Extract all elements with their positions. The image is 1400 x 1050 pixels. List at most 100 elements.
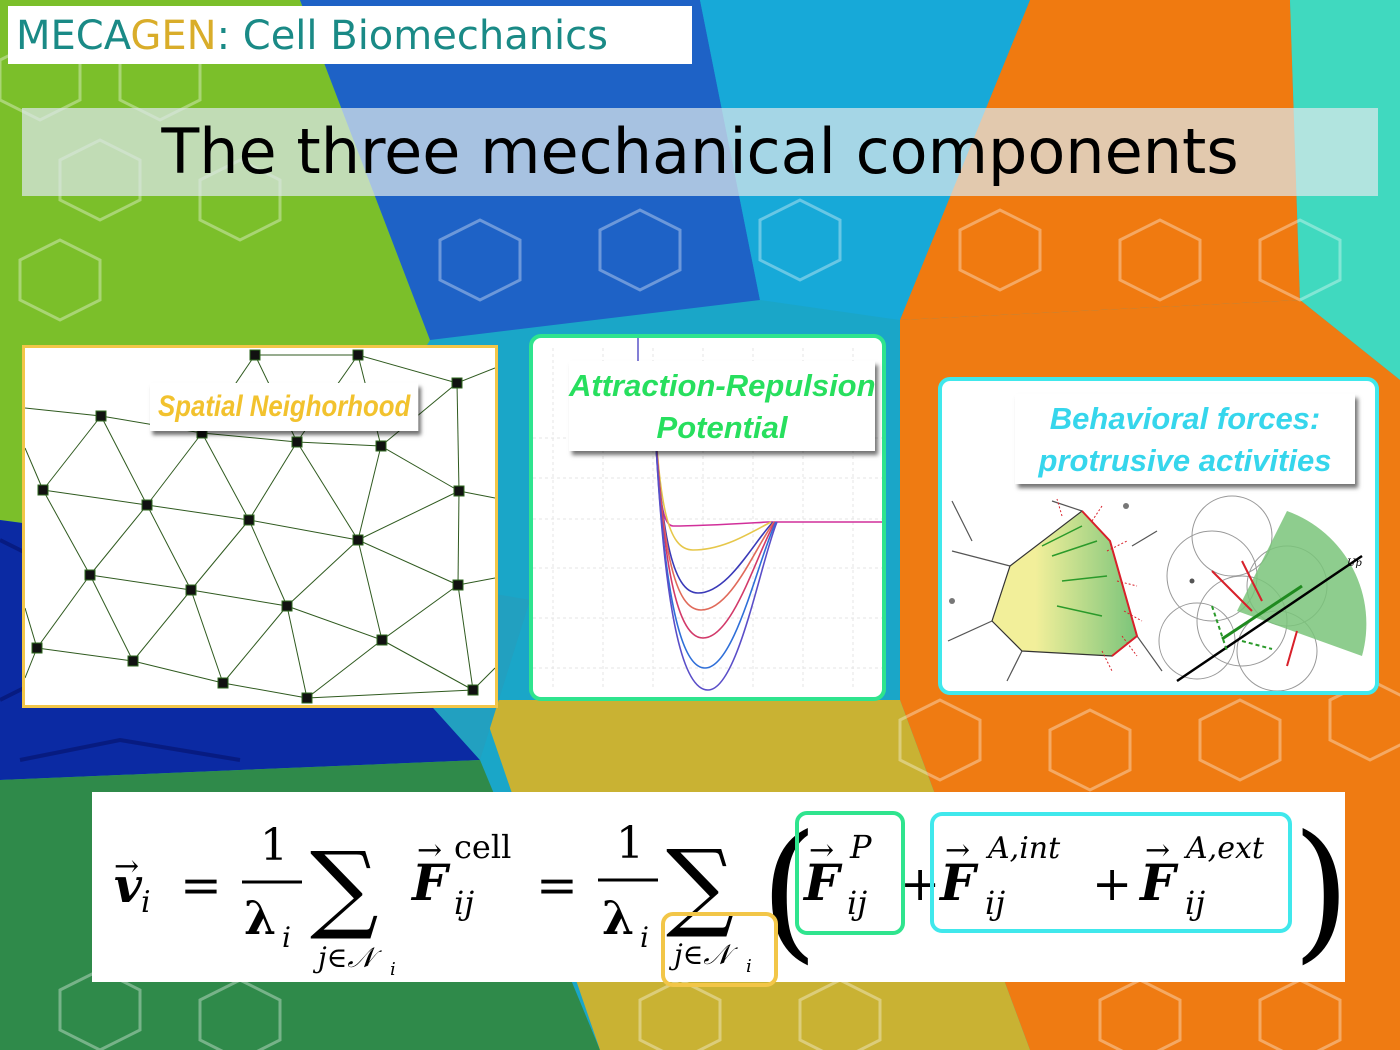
plus-sign-2: + [1092, 856, 1132, 912]
active-forces-highlight-box [930, 812, 1292, 933]
mesh-edge [190, 519, 250, 591]
brand-header: MECAGEN: Cell Biomechanics [8, 6, 692, 64]
force-symbol-cell: F [410, 853, 451, 912]
subscript-ij-1: ij [454, 884, 474, 922]
mesh-node [452, 579, 464, 591]
mesh-edge [381, 639, 474, 691]
mesh-edge [456, 382, 460, 492]
mesh-node [217, 677, 229, 689]
mesh-edge [457, 584, 474, 691]
neighborhood-mesh [25, 349, 495, 704]
force-symbol-a-int: F [938, 853, 979, 912]
mesh-edge [89, 574, 134, 662]
subscript-i: i [141, 885, 151, 920]
mesh-node [451, 377, 463, 389]
mesh-edge [25, 607, 38, 649]
right-paren: ) [1292, 804, 1345, 978]
mesh-edge [190, 589, 224, 684]
potential-force-highlight-box [795, 811, 905, 935]
spatial-neighborhood-label: Spatial Neighorhood [150, 383, 419, 431]
potential-label: Attraction-Repulsion Potential [569, 361, 876, 451]
mesh-edge [146, 504, 250, 521]
equals-sign-2: = [536, 856, 578, 914]
mesh-edge [201, 432, 250, 521]
mesh-node [185, 584, 197, 596]
mesh-node [37, 484, 49, 496]
mesh-node [291, 436, 303, 448]
protrusion-diagram: Up [947, 495, 1367, 691]
brand-gen: GEN [130, 13, 217, 59]
mesh-edge [248, 519, 288, 607]
mesh-node [243, 514, 255, 526]
mesh-edge [42, 489, 91, 576]
subscript-ij-2: ij [847, 884, 867, 922]
mesh-edge [458, 490, 495, 499]
mesh-edge [42, 415, 102, 491]
vector-arrow-f-a-ext: → [1145, 833, 1170, 868]
mesh-edge [357, 539, 459, 586]
velocity-symbol: v [114, 858, 143, 914]
mesh-edge [146, 432, 203, 506]
superscript-p: P [849, 828, 872, 866]
mesh-node [84, 569, 96, 581]
mesh-node [467, 684, 479, 696]
force-symbol-a-ext: F [1138, 853, 1179, 912]
mesh-edge [296, 441, 359, 541]
mesh-edge [89, 504, 148, 576]
equals-sign-1: = [180, 856, 222, 914]
behavioral-label-line1: Behavioral forces: [1049, 401, 1321, 436]
mesh-edge [381, 584, 459, 641]
mesh-edge [380, 382, 458, 447]
subscript-ij-3: ij [985, 884, 1005, 922]
mesh-node [127, 655, 139, 667]
vector-arrow-v: → [114, 849, 139, 884]
summation-1-index: j∈𝒩 [312, 941, 382, 974]
vector-arrow-f-a-int: → [945, 833, 970, 868]
summation-1-index-sub: i [390, 959, 396, 980]
mesh-nodes [31, 349, 479, 704]
mesh-edge [248, 519, 359, 541]
potential-label-line1: Attraction-Repulsion [569, 368, 876, 403]
mesh-edge [296, 441, 382, 447]
mesh-edge [306, 689, 474, 699]
vector-arrow-f-cell: → [417, 833, 442, 868]
superscript-cell: cell [454, 828, 511, 866]
mesh-edge [357, 490, 460, 541]
mesh-node [375, 440, 387, 452]
mesh-edge [248, 441, 298, 521]
mesh-node [31, 642, 43, 654]
mesh-edge [25, 447, 44, 491]
lambda-1: λ [244, 891, 276, 945]
mesh-edge [286, 539, 359, 607]
mesh-edge [357, 539, 383, 641]
summation-2-index-sub: i [746, 956, 752, 977]
mesh-edge [36, 574, 91, 649]
mesh-edge [89, 574, 192, 591]
mesh-edge [456, 367, 495, 384]
slide-title: The three mechanical components [161, 115, 1239, 188]
summation-2: ∑ [666, 829, 735, 941]
lambda-2: λ [602, 891, 634, 945]
mesh-edge [132, 589, 192, 662]
summation-1: ∑ [310, 831, 379, 943]
mesh-edge [190, 589, 288, 607]
superscript-a-ext: A,ext [1183, 831, 1265, 866]
up-direction-label: Up [1347, 558, 1362, 569]
mesh-edge [286, 605, 308, 699]
mesh-edge [286, 605, 383, 641]
mesh-node [352, 534, 364, 546]
mesh-node [301, 692, 313, 704]
mesh-edge [100, 415, 148, 506]
brand-subtitle: : Cell Biomechanics [216, 13, 609, 59]
behavioral-label-line2: protrusive activities [1038, 443, 1332, 478]
mesh-node [376, 634, 388, 646]
mesh-edge [306, 639, 383, 699]
summation-2-index: j∈𝒩 [668, 938, 738, 971]
mesh-edge [25, 407, 102, 417]
title-bar: The three mechanical components [22, 108, 1378, 196]
potential-label-line2: Potential [656, 410, 788, 445]
mesh-node [249, 349, 261, 361]
mesh-edge [457, 490, 460, 586]
mesh-node [453, 485, 465, 497]
mesh-edge [357, 445, 382, 541]
